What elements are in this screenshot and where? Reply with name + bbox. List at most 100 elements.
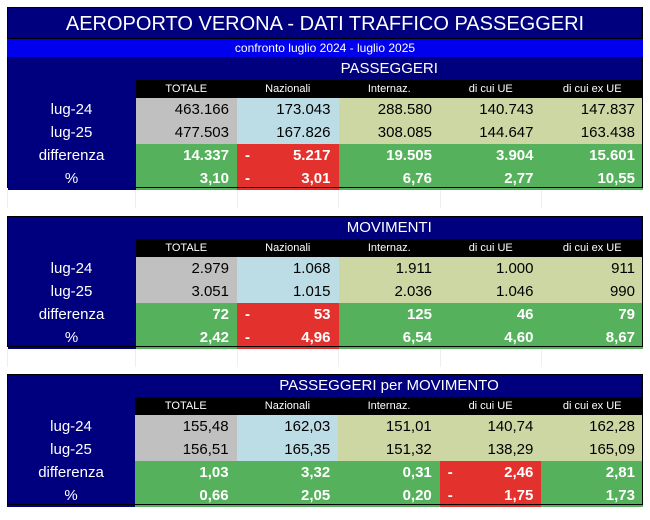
header-spacer	[7, 239, 136, 257]
table-cell: 8,67	[541, 326, 643, 349]
table-cell: 14.337	[135, 144, 237, 167]
table-cell: 2,81	[541, 461, 643, 484]
table-cell: 165,09	[541, 438, 643, 461]
table-cell: 10,55	[541, 167, 643, 190]
table-cell: 3,32	[236, 461, 339, 484]
table-cell: 2,05	[236, 484, 339, 507]
table-cell: 138,29	[439, 438, 542, 461]
column-header: di cui ex UE	[541, 397, 643, 415]
table-cell: - 1,75	[439, 484, 542, 507]
table-cell: 0,20	[338, 484, 440, 507]
table-cell: - 53	[237, 303, 339, 326]
minus-sign: -	[447, 487, 453, 504]
table-cell: 0,66	[135, 484, 237, 507]
table-cell: 46	[440, 303, 542, 326]
table-cell: - 5.217	[237, 144, 339, 167]
table-cell: - 4,96	[237, 326, 339, 349]
spacer-cell	[236, 349, 339, 367]
table-row: lug-25 3.051 1.015 2.036 1.046 990	[7, 280, 643, 303]
row-label: lug-24	[7, 257, 136, 280]
spacer-cell	[338, 349, 440, 367]
table-cell: 155,48	[135, 415, 237, 438]
minus-sign: -	[245, 329, 250, 346]
header-spacer	[7, 397, 135, 415]
header-spacer	[7, 80, 136, 98]
spacer-cell	[236, 190, 339, 208]
table-cell: 2,77	[440, 167, 542, 190]
table-cell: 1,03	[135, 461, 237, 484]
data-table: PASSEGGERI TOTALE Nazionali Internaz. di cui…	[7, 57, 643, 208]
table-cell: 6,54	[338, 326, 440, 349]
section-title-spacer	[7, 57, 136, 80]
table-cell: 3,10	[135, 167, 237, 190]
section-title: PASSEGGERI	[135, 57, 643, 80]
table-row: lug-24 2.979 1.068 1.911 1.000 911	[7, 257, 643, 280]
column-header: di cui ex UE	[541, 239, 643, 257]
table-cell: 151,32	[338, 438, 440, 461]
column-header: Nazionali	[237, 239, 339, 257]
table-row: differenza 14.337- 5.217 19.505 3.904 15.601	[7, 144, 643, 167]
table-cell: 990	[541, 280, 643, 303]
spacer-cell	[541, 349, 643, 367]
section-3: PASSEGGERI per MOVIMENTO TOTALE Nazionali I…	[7, 374, 643, 507]
data-table: PASSEGGERI per MOVIMENTO TOTALE Nazionali I…	[7, 374, 643, 507]
row-label: %	[7, 326, 136, 349]
table-cell: 156,51	[135, 438, 237, 461]
table-cell: 2.036	[338, 280, 440, 303]
table-cell: 147.837	[541, 98, 643, 121]
column-header: di cui UE	[440, 80, 542, 98]
row-label: differenza	[7, 144, 136, 167]
section-2: MOVIMENTI TOTALE Nazionali Internaz. di cui …	[7, 216, 643, 367]
column-header: Nazionali	[237, 80, 339, 98]
table-cell: 162,28	[541, 415, 643, 438]
cell-value: 5.217	[292, 147, 331, 164]
table-row: lug-25 477.503 167.826 308.085 144.647 163.43…	[7, 121, 643, 144]
row-label: lug-24	[7, 98, 136, 121]
table-cell: 125	[338, 303, 440, 326]
table-cell: 1.000	[440, 257, 542, 280]
column-header: TOTALE	[135, 80, 237, 98]
table-cell: 2,42	[135, 326, 237, 349]
section-title-spacer	[7, 374, 135, 397]
minus-sign: -	[245, 170, 250, 187]
spacer-cell	[135, 349, 237, 367]
table-cell: 6,76	[338, 167, 440, 190]
section-title: PASSEGGERI per MOVIMENTO	[135, 374, 643, 397]
table-cell: 167.826	[237, 121, 339, 144]
table-cell: 288.580	[338, 98, 440, 121]
column-header: di cui UE	[439, 397, 542, 415]
table-cell: 3.051	[135, 280, 237, 303]
cell-value: 53	[313, 306, 331, 323]
table-row: lug-24 463.166 173.043 288.580 140.743 147.83…	[7, 98, 643, 121]
column-header: di cui ex UE	[541, 80, 643, 98]
spacer-cell	[439, 349, 542, 367]
table-cell: 79	[541, 303, 643, 326]
minus-sign: -	[245, 147, 250, 164]
table-cell: 151,01	[338, 415, 440, 438]
table-cell: 4,60	[440, 326, 542, 349]
table-cell: 173.043	[237, 98, 339, 121]
row-label: %	[7, 484, 135, 507]
spacer-cell	[439, 190, 542, 208]
data-table: MOVIMENTI TOTALE Nazionali Internaz. di cui …	[7, 216, 643, 367]
column-header: Internaz.	[338, 397, 440, 415]
cell-value: 2,46	[504, 464, 534, 481]
table-cell: 463.166	[135, 98, 237, 121]
column-header: TOTALE	[135, 397, 237, 415]
spacer-cell	[7, 190, 136, 208]
table-row: % 2,42- 4,96 6,54 4,60 8,67	[7, 326, 643, 349]
section-1: PASSEGGERI TOTALE Nazionali Internaz. di cui…	[7, 57, 643, 208]
table-row: differenza 72- 53 125 46 79	[7, 303, 643, 326]
table-row: lug-24 155,48 162,03 151,01 140,74 162,28	[7, 415, 643, 438]
page-title: AEROPORTO VERONA - DATI TRAFFICO PASSEGG…	[7, 7, 643, 39]
table-cell: 1.911	[338, 257, 440, 280]
table-cell: 15.601	[541, 144, 643, 167]
row-label: %	[7, 167, 136, 190]
table-row: % 3,10- 3,01 6,76 2,77 10,55	[7, 167, 643, 190]
section-title-spacer	[7, 216, 136, 239]
table-cell: 162,03	[236, 415, 339, 438]
table-row: % 0,66 2,05 0,20- 1,75 1,73	[7, 484, 643, 507]
row-label: lug-24	[7, 415, 135, 438]
table-cell: 0,31	[338, 461, 440, 484]
row-label: lug-25	[7, 438, 135, 461]
